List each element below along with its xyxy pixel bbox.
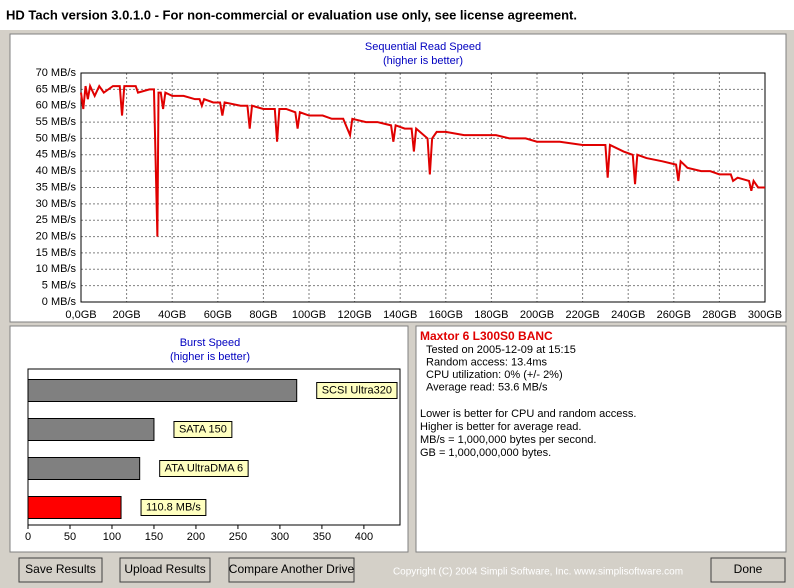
x-tick-label: 120GB (337, 309, 371, 321)
bar (27, 418, 155, 441)
info-line: Random access: 13.4ms (426, 356, 548, 368)
bar-label-box (173, 421, 233, 438)
y-tick-label: 0 MB/s (42, 296, 77, 308)
info-line: Average read: 53.6 MB/s (426, 381, 548, 393)
button[interactable]: Compare Another Drive (228, 557, 355, 583)
y-tick-label: 20 MB/s (36, 230, 77, 242)
bar (27, 379, 298, 402)
button[interactable]: Upload Results (119, 557, 211, 583)
x-tick-label: 280GB (702, 309, 736, 321)
x-tick-label: 80GB (249, 309, 277, 321)
y-tick-label: 65 MB/s (36, 83, 77, 95)
y-tick-label: 35 MB/s (36, 181, 77, 193)
x-tick-label: 200GB (520, 309, 554, 321)
button-face (18, 557, 103, 583)
y-tick-label: 70 MB/s (36, 67, 77, 79)
x-tick-label: 20GB (113, 309, 141, 321)
x-tick-label: 300 (271, 531, 289, 543)
x-tick-label: 260GB (657, 309, 691, 321)
x-tick-label: 40GB (158, 309, 186, 321)
button-face (119, 557, 211, 583)
x-tick-label: 350 (313, 531, 331, 543)
x-tick-label: 220GB (565, 309, 599, 321)
x-tick-label: 180GB (474, 309, 508, 321)
x-tick-label: 200 (187, 531, 205, 543)
x-tick-label: 160GB (429, 309, 463, 321)
window-title: HD Tach version 3.0.1.0 - For non-commer… (6, 7, 577, 22)
x-tick-label: 300GB (748, 309, 782, 321)
button-label: Done (734, 562, 763, 576)
read-speed-line (80, 82, 765, 237)
info-line: Tested on 2005-12-09 at 15:15 (426, 344, 576, 356)
x-tick-label: 100GB (292, 309, 326, 321)
x-tick-label: 140GB (383, 309, 417, 321)
x-tick-label: 0,0GB (65, 309, 96, 321)
chart-subtitle: (higher is better) (170, 351, 250, 363)
x-tick-label: 60GB (204, 309, 232, 321)
y-tick-label: 30 MB/s (36, 198, 77, 210)
info-note: Higher is better for average read. (420, 421, 581, 433)
button[interactable]: Done (710, 557, 786, 583)
title-bar (0, 0, 794, 30)
copyright: Copyright (C) 2004 Simpli Software, Inc.… (393, 567, 683, 578)
x-tick-label: 250 (229, 531, 247, 543)
button-label: Compare Another Drive (229, 562, 355, 576)
bar-label: SATA 150 (179, 423, 227, 435)
x-tick-label: 0 (25, 531, 31, 543)
bar-label: 110.8 MB/s (146, 501, 201, 513)
y-tick-label: 50 MB/s (36, 132, 77, 144)
y-tick-label: 55 MB/s (36, 116, 77, 128)
chart-subtitle: (higher is better) (383, 55, 463, 67)
y-tick-label: 10 MB/s (36, 263, 77, 275)
x-tick-label: 50 (64, 531, 76, 543)
y-tick-label: 25 MB/s (36, 214, 77, 226)
info-line: CPU utilization: 0% (+/- 2%) (426, 369, 563, 381)
plot-border (27, 368, 401, 526)
info-panel (415, 325, 787, 553)
button-label: Upload Results (124, 562, 205, 576)
bar-label: SCSI Ultra320 (322, 384, 392, 396)
bar (27, 457, 141, 480)
bar-label-box (140, 499, 207, 516)
y-tick-label: 15 MB/s (36, 247, 77, 259)
button-face (710, 557, 786, 583)
y-tick-label: 40 MB/s (36, 165, 77, 177)
button-label: Save Results (25, 562, 96, 576)
drive-name: Maxtor 6 L300S0 BANC (420, 329, 553, 343)
y-tick-label: 60 MB/s (36, 100, 77, 112)
bar-label: ATA UltraDMA 6 (165, 462, 243, 474)
bar (27, 496, 122, 519)
chart-title: Sequential Read Speed (365, 41, 481, 53)
button-face (228, 557, 355, 583)
read-panel (9, 33, 787, 323)
chart-title: Burst Speed (180, 337, 241, 349)
y-tick-label: 45 MB/s (36, 149, 77, 161)
bar-label-box (159, 460, 249, 477)
x-tick-label: 150 (145, 531, 163, 543)
y-tick-label: 5 MB/s (42, 280, 77, 292)
x-tick-label: 400 (355, 531, 373, 543)
info-note: MB/s = 1,000,000 bytes per second. (420, 434, 596, 446)
info-note: Lower is better for CPU and random acces… (420, 408, 636, 420)
x-tick-label: 100 (103, 531, 121, 543)
info-note: GB = 1,000,000,000 bytes. (420, 447, 551, 459)
bar-label-box (316, 382, 398, 399)
x-tick-label: 240GB (611, 309, 645, 321)
button[interactable]: Save Results (18, 557, 103, 583)
